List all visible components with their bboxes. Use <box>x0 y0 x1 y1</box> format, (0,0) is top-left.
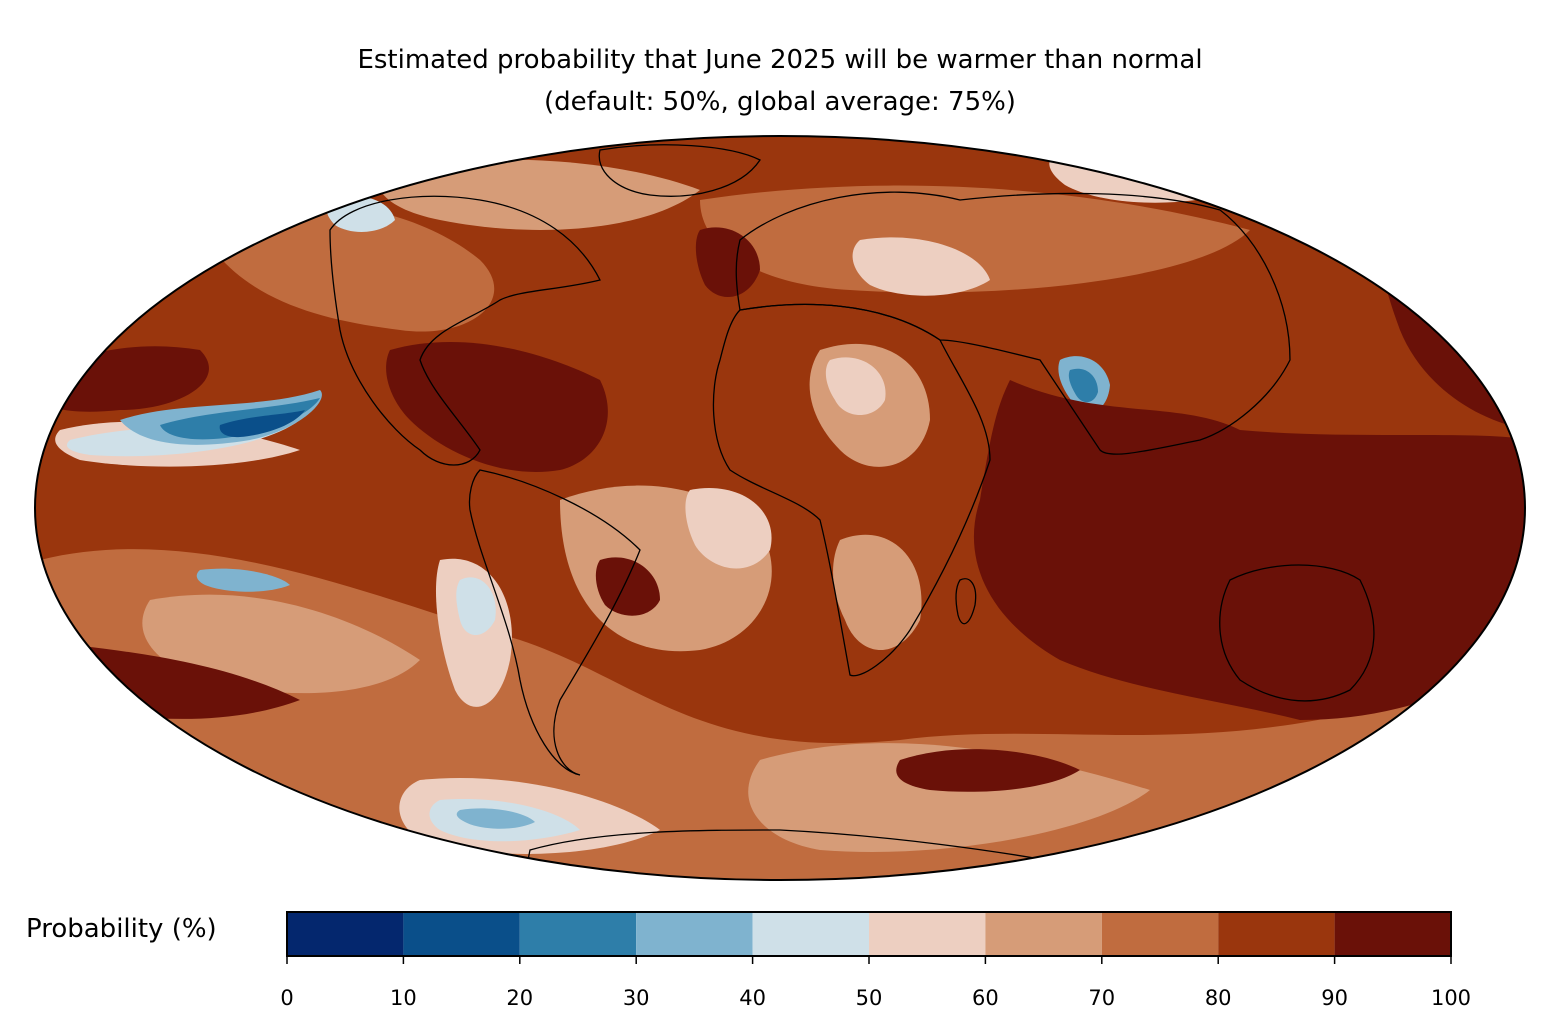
australia-outline <box>1219 564 1375 702</box>
field-band-90-100-south-atlantic <box>595 557 660 616</box>
colorbar-tick-label: 50 <box>855 986 883 1010</box>
field-band-60-70-arctic <box>377 159 700 230</box>
south-america-outline <box>468 469 641 776</box>
colorbar-tick-label: 60 <box>972 986 999 1010</box>
north-america-outline <box>329 195 601 466</box>
field-band-50-60-north-africa <box>825 357 886 415</box>
colorbar-bin-80-90 <box>1218 912 1335 956</box>
colorbar-tick-label: 90 <box>1321 986 1348 1010</box>
field-band-20-30-india <box>1068 368 1098 403</box>
colorbar-bin-40-50 <box>752 912 869 956</box>
eurasia-outline <box>735 191 1291 455</box>
colorbar-bin-0-10 <box>287 912 404 956</box>
field-band-40-50-andes <box>456 577 496 635</box>
probability-field <box>35 136 1525 880</box>
field-band-90-100-southern-indian <box>896 749 1080 792</box>
greenland-outline <box>598 144 761 197</box>
field-band-10-20-pacific <box>219 410 305 438</box>
colorbar-bin-30-40 <box>636 912 753 956</box>
africa-outline <box>712 303 991 677</box>
colorbar-bin-60-70 <box>985 912 1102 956</box>
field-band-90-100-indian-ocean <box>973 380 1525 720</box>
colorbar-tick-label: 80 <box>1204 986 1232 1010</box>
chart-title-line-1: Estimated probability that June 2025 wil… <box>357 45 1203 75</box>
madagascar-outline <box>955 578 977 625</box>
colorbar-tick-label: 30 <box>622 986 650 1010</box>
colorbar-bin-20-30 <box>519 912 637 956</box>
colorbar <box>286 911 1452 964</box>
field-band-70-80-eurasia <box>700 185 1250 293</box>
field-band-50-60-eastern-europe <box>852 237 990 296</box>
colorbar-tick-label: 10 <box>390 986 417 1010</box>
colorbar-tick-label: 20 <box>506 986 534 1010</box>
colorbar-tick-label: 70 <box>1088 986 1116 1010</box>
field-band-90-100-north-atlantic <box>695 227 760 297</box>
field-band-20-30-pacific <box>160 398 320 440</box>
colorbar-tick-label: 0 <box>280 986 294 1010</box>
colorbar-tick-label: 40 <box>739 986 766 1010</box>
field-band-50-60-equatorial-atlantic <box>685 488 772 569</box>
chart-title-line-2: (default: 50%, global average: 75%) <box>544 87 1016 117</box>
field-band-30-40-ross-sea <box>456 808 535 829</box>
field-band-60-70-southern-africa <box>833 534 922 650</box>
colorbar-bin-70-80 <box>1101 912 1219 956</box>
field-band-90-100-caribbean <box>386 341 608 472</box>
field-band-30-40-south-pacific <box>196 568 290 592</box>
colorbar-bin-50-60 <box>869 912 986 956</box>
colorbar-label: Probability (%) <box>26 914 217 944</box>
colorbar-bin-10-20 <box>403 912 520 956</box>
colorbar-tick-label: 100 <box>1430 986 1472 1010</box>
globe-boundary <box>34 135 1526 881</box>
colorbar-bin-90-100 <box>1334 912 1451 956</box>
